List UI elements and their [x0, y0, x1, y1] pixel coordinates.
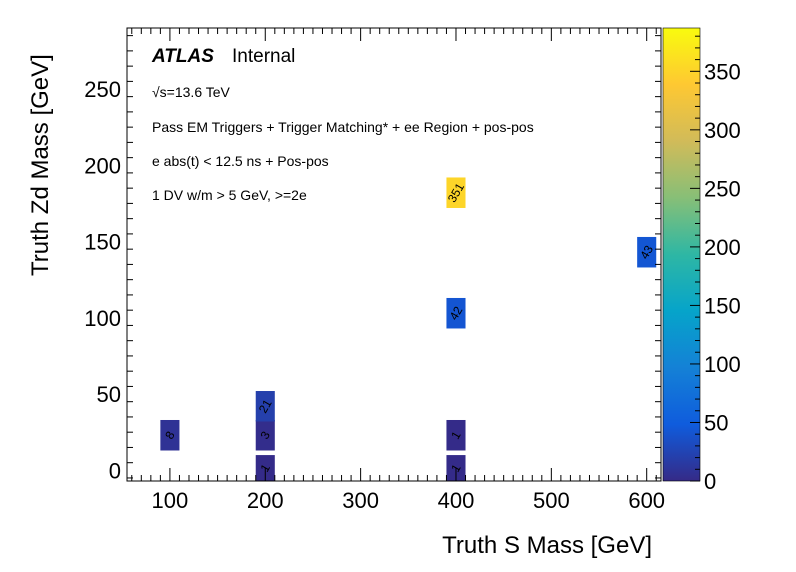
selection-line-2: e abs(t) < 12.5 ns + Pos-pos	[152, 153, 329, 169]
y-tick-label-5: 250	[84, 77, 121, 102]
colorbar-tick-label-7: 350	[704, 59, 741, 84]
internal-text: Internal	[232, 46, 295, 67]
x-tick-label-1: 200	[247, 488, 284, 513]
colorbar-tick-label-5: 250	[704, 176, 741, 201]
y-tick-label-4: 200	[84, 153, 121, 178]
y-tick-label-3: 150	[84, 230, 121, 255]
y-tick-label-1: 50	[97, 382, 121, 407]
x-tick-label-5: 600	[628, 488, 665, 513]
atlas-text: ATLAS	[151, 46, 214, 67]
cell-label-8: 43	[637, 243, 656, 262]
colorbar-axis: 0 50 100 150 200 250 300 350	[690, 35, 741, 494]
y-tick-label-0: 0	[109, 458, 121, 483]
colorbar-frame	[662, 27, 701, 482]
x-axis-title: Truth S Mass [GeV]	[442, 532, 652, 559]
heatmap-cell-0	[160, 419, 180, 451]
colorbar-tick-label-3: 150	[704, 293, 741, 318]
cell-label-6: 42	[447, 304, 466, 323]
colorbar	[663, 28, 700, 481]
x-tick-label-0: 100	[152, 488, 189, 513]
x-axis: 100 200 300 400 500 600	[131, 28, 665, 513]
cell-label-3: 21	[256, 397, 275, 416]
x-tick-label-3: 400	[438, 488, 475, 513]
selection-line-3: 1 DV w/m > 5 GeV, >=2e	[152, 187, 307, 203]
heatmap-cell-3	[255, 391, 275, 422]
heatmap-cell-2	[255, 419, 275, 451]
colorbar-tick-label-4: 200	[704, 235, 741, 260]
y-tick-label-2: 100	[84, 306, 121, 331]
heatmap-cell-5	[446, 419, 466, 451]
colorbar-tick-label-2: 100	[704, 352, 741, 377]
heatmap-cell-6	[446, 297, 466, 329]
y-axis-title: Truth Zd Mass [GeV]	[27, 54, 54, 276]
atlas-label: ATLAS Internal	[151, 46, 295, 67]
heatmap-cell-7	[446, 177, 466, 208]
heatmap-cell-8	[637, 236, 657, 268]
plot-frame	[126, 27, 662, 482]
selection-line-1: Pass EM Triggers + Trigger Matching* + e…	[152, 119, 534, 135]
colorbar-tick-label-6: 300	[704, 118, 741, 143]
y-axis: 0 50 100 150 200 250	[84, 35, 661, 483]
colorbar-tick-label-1: 50	[704, 410, 728, 435]
energy-label: √s=13.6 TeV	[152, 84, 231, 100]
x-tick-label-2: 300	[342, 488, 379, 513]
x-tick-label-4: 500	[533, 488, 570, 513]
colorbar-tick-label-0: 0	[704, 469, 716, 494]
